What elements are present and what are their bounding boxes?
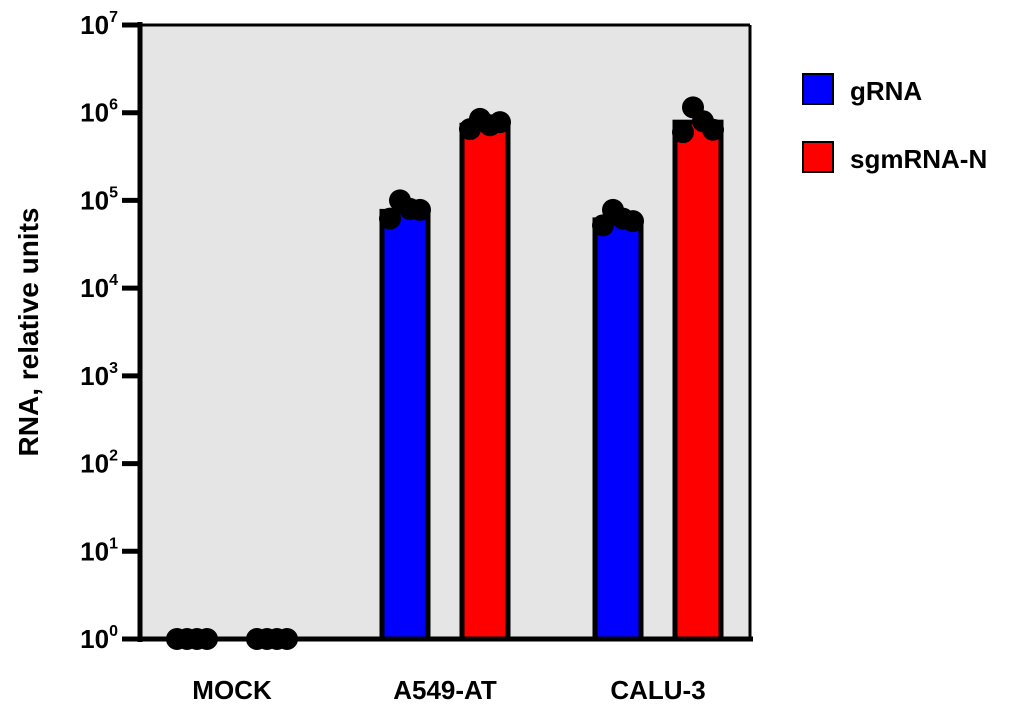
legend-swatch-grna [802,73,834,105]
x-tick-label: CALU-3 [610,675,705,705]
data-point [622,210,644,233]
y-tick-label: 103 [80,360,118,391]
data-point [379,207,401,230]
y-tick-label: 100 [80,623,118,654]
y-tick-label: 105 [80,184,118,215]
x-tick-label: MOCK [192,675,272,705]
y-tick-label: 101 [80,535,118,566]
y-tick-label: 107 [80,9,118,40]
y-tick-label: 102 [80,448,118,479]
legend: gRNA sgmRNA-N [802,73,987,174]
bar-grna-a549-at [379,208,431,642]
data-point [672,121,694,144]
data-point [489,111,511,134]
legend-swatch-sgmrna-n [802,141,834,173]
axes-layer: 100 101 102 103 104 105 106 107 MOCK A549-AT CALU-… [80,9,753,705]
bar-sgmrna-n-a549-at [459,122,511,642]
bar-sgmrna-n-calu-3 [672,119,724,642]
x-tick-label: A549-AT [393,675,497,705]
data-point [702,118,724,141]
y-tick-label: 104 [80,272,118,303]
legend-label-grna: gRNA [850,76,922,106]
legend-label-sgmrna-n: sgmRNA-N [850,144,987,174]
data-point [409,198,431,221]
bar-grna-calu-3 [592,217,644,642]
plot-area [140,25,750,639]
y-axis-title: RNA, relative units [13,208,44,457]
y-tick-label: 106 [80,97,118,128]
